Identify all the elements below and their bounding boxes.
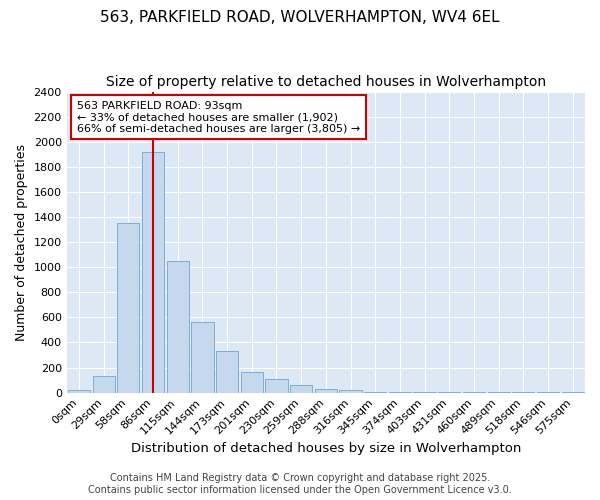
Title: Size of property relative to detached houses in Wolverhampton: Size of property relative to detached ho… — [106, 75, 546, 89]
Text: 563, PARKFIELD ROAD, WOLVERHAMPTON, WV4 6EL: 563, PARKFIELD ROAD, WOLVERHAMPTON, WV4 … — [100, 10, 500, 25]
Bar — [68, 390, 90, 392]
Bar — [117, 224, 139, 392]
X-axis label: Distribution of detached houses by size in Wolverhampton: Distribution of detached houses by size … — [131, 442, 521, 455]
Bar — [191, 322, 214, 392]
Text: 563 PARKFIELD ROAD: 93sqm
← 33% of detached houses are smaller (1,902)
66% of se: 563 PARKFIELD ROAD: 93sqm ← 33% of detac… — [77, 100, 360, 134]
Bar — [142, 152, 164, 392]
Bar — [216, 351, 238, 393]
Y-axis label: Number of detached properties: Number of detached properties — [15, 144, 28, 340]
Bar — [167, 261, 189, 392]
Bar — [241, 372, 263, 392]
Bar — [315, 389, 337, 392]
Bar — [290, 385, 312, 392]
Bar — [92, 376, 115, 392]
Bar — [265, 380, 287, 392]
Text: Contains HM Land Registry data © Crown copyright and database right 2025.
Contai: Contains HM Land Registry data © Crown c… — [88, 474, 512, 495]
Bar — [340, 390, 362, 392]
